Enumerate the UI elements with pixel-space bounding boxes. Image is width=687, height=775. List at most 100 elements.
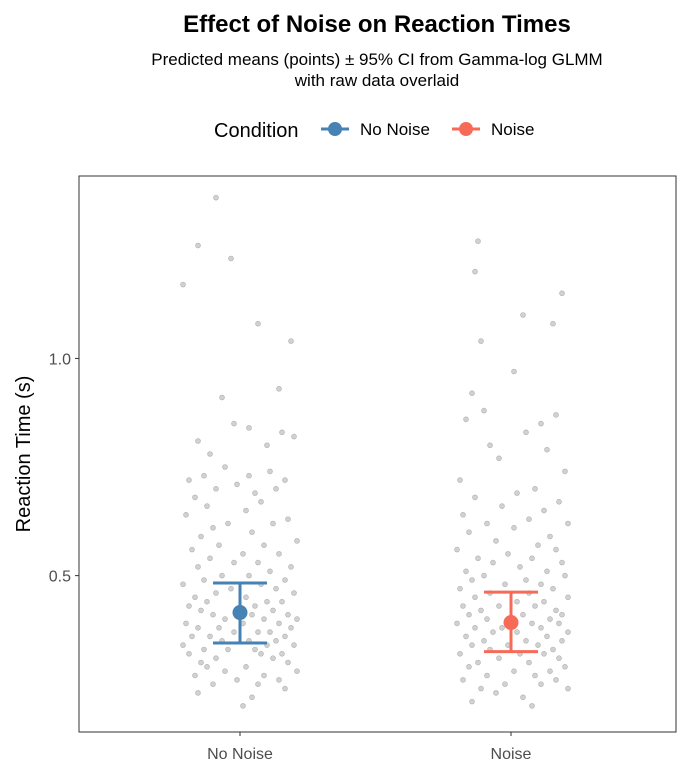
- raw-point: [565, 594, 571, 601]
- raw-point: [222, 668, 228, 675]
- raw-point: [463, 568, 469, 575]
- raw-point: [532, 485, 538, 492]
- raw-point: [529, 703, 535, 709]
- raw-point: [553, 607, 559, 614]
- legend-label-noise: Noise: [491, 120, 534, 139]
- raw-point: [273, 585, 279, 592]
- raw-point: [529, 555, 535, 562]
- raw-point: [285, 516, 291, 523]
- legend-key-dot-noise: [459, 122, 473, 136]
- raw-point: [547, 533, 553, 540]
- raw-point: [505, 551, 511, 557]
- raw-point: [234, 677, 240, 683]
- raw-point: [195, 438, 201, 444]
- raw-point: [514, 629, 520, 635]
- raw-point: [538, 624, 544, 631]
- raw-point: [547, 668, 553, 675]
- raw-point: [210, 681, 216, 688]
- raw-point: [454, 620, 460, 627]
- summary-noise: [484, 590, 538, 654]
- chart-subtitle-line-2: with raw data overlaid: [294, 71, 459, 90]
- raw-point: [469, 642, 475, 648]
- raw-point: [478, 338, 484, 344]
- raw-point: [460, 677, 466, 683]
- raw-point: [270, 520, 276, 527]
- raw-point: [496, 655, 502, 662]
- raw-point: [231, 629, 237, 635]
- raw-point: [541, 650, 547, 657]
- raw-point: [285, 659, 291, 666]
- raw-point: [481, 407, 487, 414]
- raw-point: [553, 546, 559, 553]
- raw-point: [291, 642, 297, 648]
- raw-point: [496, 603, 502, 609]
- raw-point: [565, 685, 571, 692]
- raw-point: [198, 607, 204, 614]
- raw-point: [240, 703, 246, 709]
- raw-point: [460, 511, 466, 518]
- raw-point: [222, 464, 228, 470]
- raw-point: [204, 598, 210, 605]
- raw-point: [243, 663, 249, 670]
- raw-point: [514, 490, 520, 496]
- y-axis: 0.5 1.0: [49, 351, 79, 586]
- raw-point: [186, 603, 192, 609]
- raw-point: [195, 564, 201, 570]
- raw-point: [493, 538, 499, 544]
- mean-point-no-noise: [232, 605, 248, 621]
- raw-point: [222, 616, 228, 622]
- raw-point: [469, 577, 475, 583]
- raw-point: [264, 442, 270, 449]
- raw-point: [553, 412, 559, 418]
- raw-point: [249, 694, 255, 701]
- raw-point: [243, 594, 249, 601]
- raw-point: [261, 616, 267, 622]
- summary-no-noise: [213, 581, 267, 645]
- raw-point: [520, 611, 526, 618]
- raw-point: [213, 194, 219, 201]
- raw-point: [180, 281, 186, 288]
- raw-point: [189, 546, 195, 553]
- raw-point: [219, 572, 225, 579]
- raw-point: [520, 312, 526, 318]
- raw-point: [279, 429, 285, 436]
- raw-point: [544, 568, 550, 575]
- raw-point: [550, 646, 556, 653]
- raw-point: [288, 624, 294, 631]
- raw-point: [291, 590, 297, 596]
- raw-point: [481, 637, 487, 644]
- raw-point: [243, 507, 249, 514]
- raw-point: [472, 494, 478, 501]
- legend: Condition No Noise Noise: [214, 120, 534, 142]
- raw-point: [231, 420, 237, 427]
- raw-point: [529, 620, 535, 627]
- raw-point: [240, 551, 246, 557]
- mean-point-noise: [503, 615, 519, 631]
- y-axis-label: Reaction Time (s): [13, 376, 35, 533]
- raw-point: [457, 585, 463, 592]
- raw-point: [463, 633, 469, 640]
- raw-point: [264, 598, 270, 605]
- raw-point: [559, 611, 565, 618]
- raw-point: [249, 611, 255, 618]
- raw-point: [469, 698, 475, 705]
- raw-point: [186, 650, 192, 657]
- raw-point: [469, 390, 475, 397]
- raw-point: [261, 542, 267, 549]
- raw-point: [189, 633, 195, 640]
- raw-point: [252, 490, 258, 496]
- raw-point: [493, 690, 499, 696]
- raw-point: [484, 520, 490, 527]
- raw-point: [553, 677, 559, 683]
- raw-point: [204, 663, 210, 670]
- raw-point: [466, 529, 472, 536]
- raw-point: [559, 637, 565, 644]
- legend-title: Condition: [214, 120, 299, 142]
- raw-point: [291, 433, 297, 440]
- raw-point: [288, 338, 294, 344]
- raw-point: [249, 529, 255, 536]
- raw-point: [535, 642, 541, 648]
- x-tick-label: Noise: [491, 746, 532, 763]
- raw-point: [541, 507, 547, 514]
